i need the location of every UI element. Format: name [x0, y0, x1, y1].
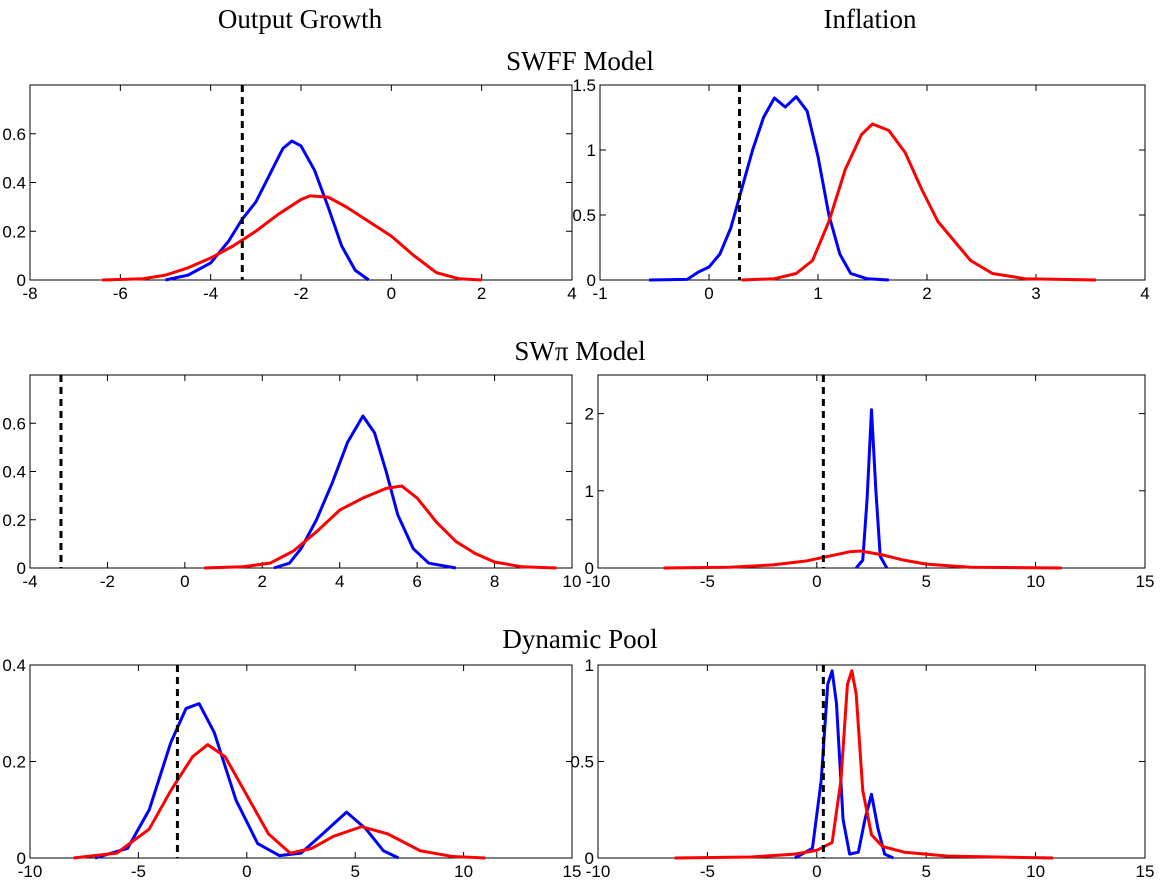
x-tick-label: 10: [1026, 572, 1045, 591]
y-tick-label: 0: [585, 559, 594, 578]
x-tick-label: 3: [1031, 284, 1040, 303]
x-tick-label: 5: [921, 862, 930, 881]
row-title: Dynamic Pool: [502, 624, 657, 654]
x-tick-label: 15: [563, 862, 582, 881]
x-tick-label: 5: [921, 572, 930, 591]
x-tick-label: 2: [477, 284, 486, 303]
y-tick-label: 2: [585, 405, 594, 424]
density-line: [649, 95, 889, 282]
x-tick-label: 4: [567, 284, 576, 303]
y-tick-label: 0: [17, 849, 26, 868]
x-tick-label: 0: [812, 862, 821, 881]
x-tick-label: -4: [203, 284, 218, 303]
density-line: [741, 122, 1096, 282]
x-tick-label: -6: [113, 284, 128, 303]
x-tick-label: -4: [22, 572, 37, 591]
x-tick-label: 4: [335, 572, 344, 591]
y-tick-label: 1: [585, 482, 594, 501]
y-tick-label: 0.6: [2, 125, 26, 144]
y-tick-label: 0.4: [2, 174, 26, 193]
x-tick-label: -5: [700, 572, 715, 591]
column-title: Inflation: [824, 4, 917, 34]
plot-frame: [29, 374, 573, 569]
y-tick-label: 1: [587, 141, 596, 160]
x-tick-label: 0: [387, 284, 396, 303]
x-tick-label: 15: [1136, 862, 1155, 881]
x-tick-label: 0: [812, 572, 821, 591]
density-line: [94, 702, 400, 860]
y-tick-label: 0.2: [2, 222, 26, 241]
x-tick-label: -5: [700, 862, 715, 881]
y-tick-label: 0: [17, 271, 26, 290]
y-tick-label: 0: [585, 849, 594, 868]
y-tick-label: 0.2: [2, 753, 26, 772]
density-line: [273, 414, 457, 570]
density-line: [102, 194, 482, 282]
x-tick-label: -2: [293, 284, 308, 303]
y-tick-label: 0.5: [572, 206, 596, 225]
x-tick-label: -10: [18, 862, 43, 881]
density-line: [204, 484, 557, 570]
x-tick-label: 10: [454, 862, 473, 881]
density-line: [165, 139, 370, 282]
x-tick-label: 2: [922, 284, 931, 303]
y-tick-label: 1: [585, 656, 594, 675]
x-tick-label: 0: [704, 284, 713, 303]
x-tick-label: 4: [1140, 284, 1149, 303]
x-tick-label: -10: [586, 572, 611, 591]
density-line: [855, 408, 889, 569]
x-tick-label: -8: [22, 284, 37, 303]
x-tick-label: -10: [586, 862, 611, 881]
y-tick-label: 0.4: [2, 656, 26, 675]
y-tick-label: 0: [17, 559, 26, 578]
density-line: [674, 669, 1054, 860]
y-tick-label: 0.4: [2, 463, 26, 482]
x-tick-label: -1: [592, 284, 607, 303]
x-tick-label: 6: [412, 572, 421, 591]
plot-frame: [29, 664, 573, 859]
x-tick-label: 10: [1026, 862, 1045, 881]
density-line: [794, 669, 894, 860]
y-tick-label: 0.2: [2, 511, 26, 530]
row-title: SWπ Model: [514, 336, 645, 366]
plot-frame: [29, 84, 573, 281]
x-tick-label: -2: [100, 572, 115, 591]
density-line: [73, 743, 486, 860]
y-tick-label: 1.5: [572, 76, 596, 95]
x-tick-label: -5: [131, 862, 146, 881]
density-line: [663, 549, 1062, 570]
x-tick-label: 1: [813, 284, 822, 303]
x-tick-label: 15: [1136, 572, 1155, 591]
y-tick-label: 0.6: [2, 414, 26, 433]
x-tick-label: 8: [490, 572, 499, 591]
x-tick-label: 0: [242, 862, 251, 881]
plot-frame: [599, 84, 1146, 281]
plot-frame: [597, 374, 1146, 569]
x-tick-label: 2: [258, 572, 267, 591]
x-tick-label: 10: [563, 572, 582, 591]
column-title: Output Growth: [218, 4, 383, 34]
x-tick-label: 0: [180, 572, 189, 591]
y-tick-label: 0.5: [570, 753, 594, 772]
y-tick-label: 0: [587, 271, 596, 290]
row-title: SWFF Model: [506, 46, 654, 76]
x-tick-label: 5: [350, 862, 359, 881]
